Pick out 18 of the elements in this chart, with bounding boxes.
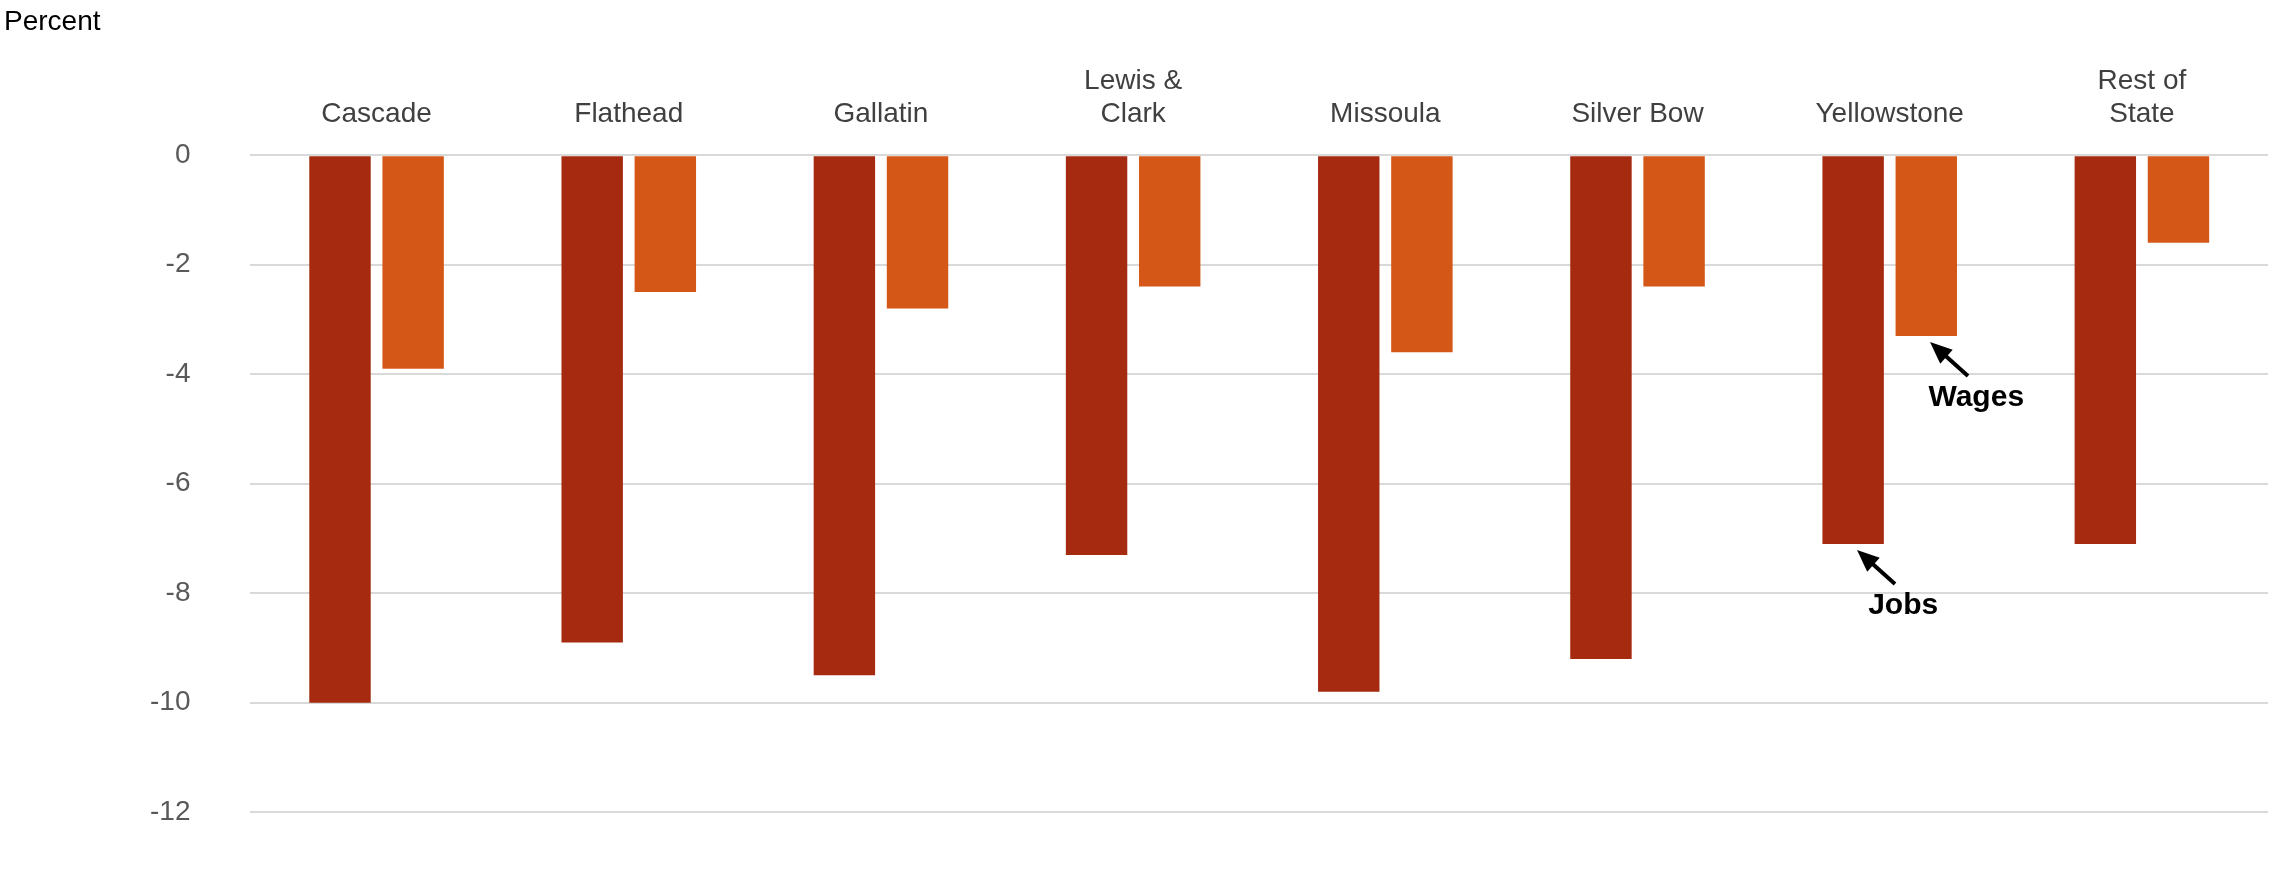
x-tick-label: Rest of State: [2097, 63, 2187, 129]
series-label: Jobs: [1868, 587, 1939, 621]
y-tick-label: -6: [165, 466, 191, 498]
y-tick-label: 0: [174, 137, 191, 169]
series-label: Wages: [1928, 379, 2025, 413]
x-tick-label: Silver Bow: [1571, 97, 1705, 129]
x-tick-label: Cascade: [321, 97, 432, 129]
y-tick-label: -4: [165, 356, 191, 388]
y-tick-label: -10: [150, 685, 191, 717]
x-tick-label: Flathead: [574, 97, 684, 129]
x-tick-label: Lewis & Clark: [1084, 63, 1183, 129]
y-axis-title: Percent: [4, 4, 101, 36]
y-tick-label: -8: [165, 575, 191, 607]
y-tick-label: -12: [150, 794, 191, 826]
x-tick-label: Missoula: [1330, 97, 1441, 129]
x-tick-label: Yellowstone: [1815, 97, 1964, 129]
y-tick-label: -2: [165, 247, 191, 279]
x-tick-label: Gallatin: [833, 97, 929, 129]
